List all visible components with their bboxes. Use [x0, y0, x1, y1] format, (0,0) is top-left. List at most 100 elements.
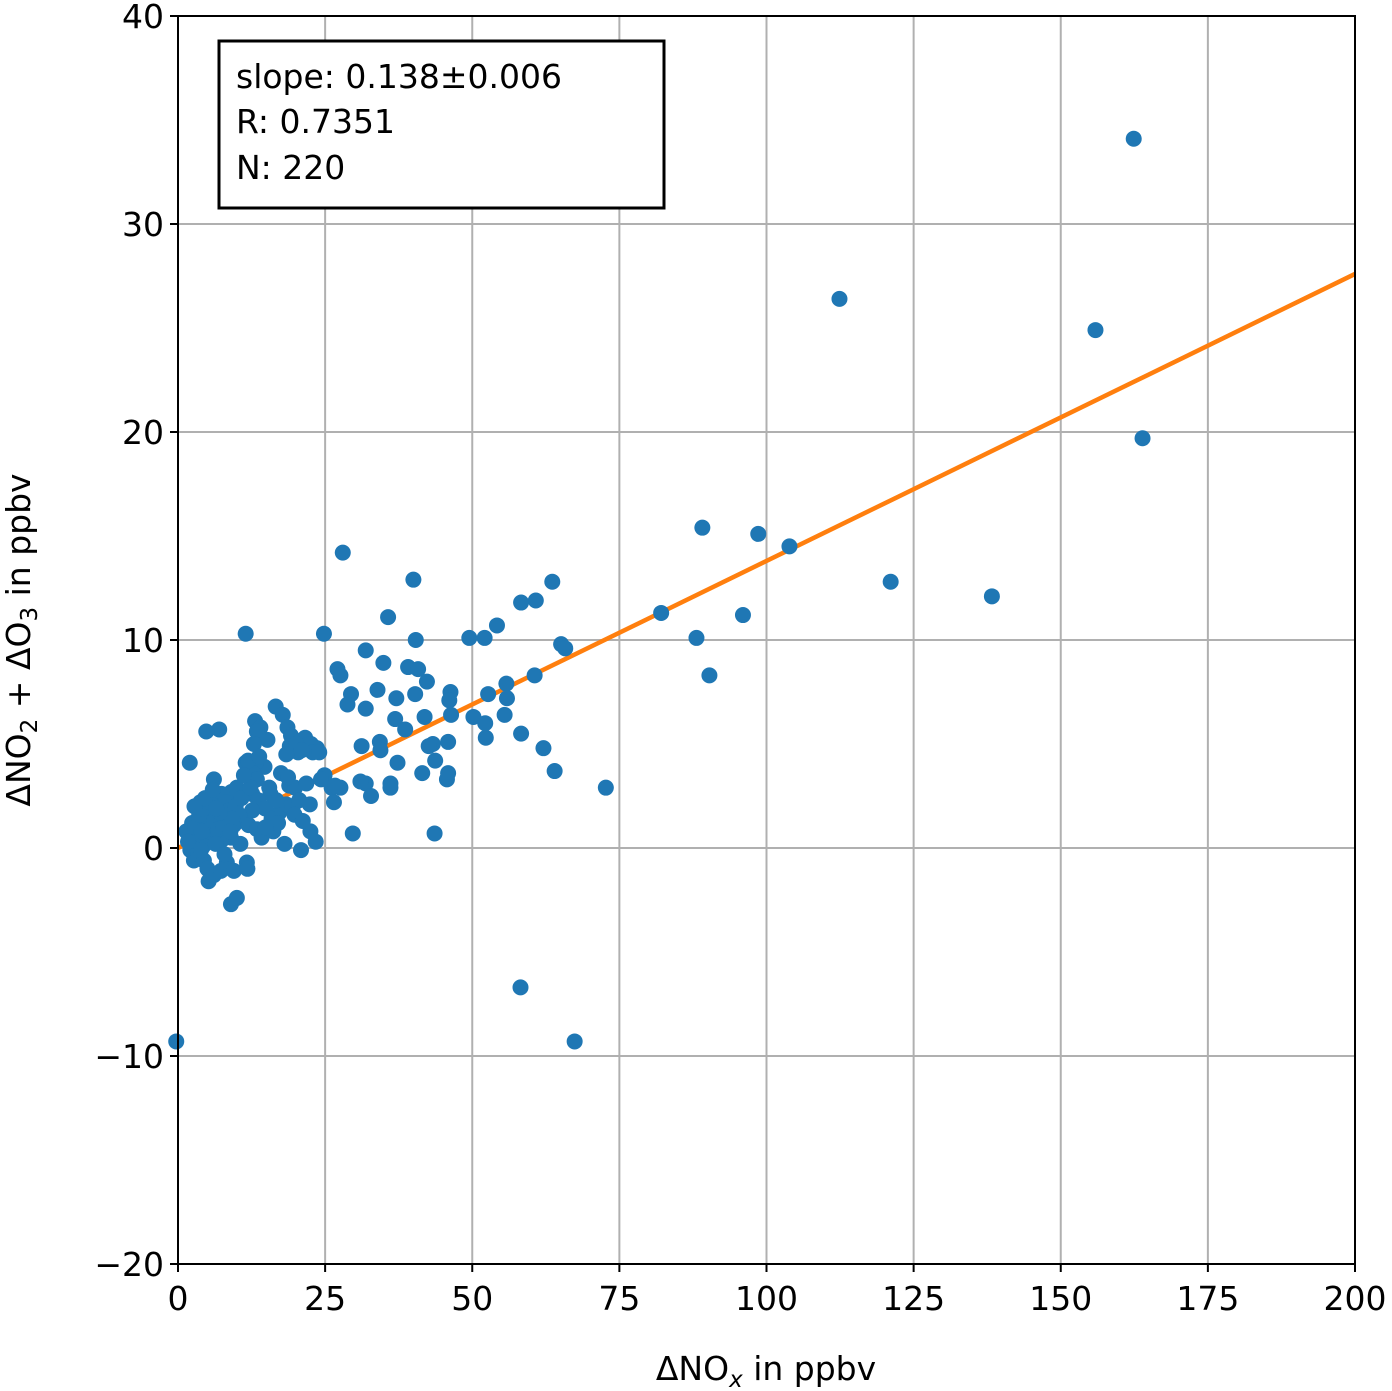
- data-point: [268, 792, 285, 809]
- data-point: [566, 1033, 583, 1050]
- data-point: [375, 654, 392, 671]
- y-axis-label-part2: + ΔO: [0, 622, 38, 719]
- data-point: [224, 810, 241, 827]
- x-axis-label-sub: x: [728, 1367, 743, 1391]
- data-point: [204, 781, 221, 798]
- data-point: [363, 788, 380, 804]
- x-tick-label: 25: [304, 1279, 346, 1318]
- data-point: [259, 731, 276, 748]
- data-point: [198, 723, 215, 740]
- y-tick-label: −20: [94, 1245, 164, 1284]
- y-axis-label-sub1: 2: [17, 719, 43, 734]
- data-point: [498, 675, 515, 692]
- data-point: [440, 765, 457, 782]
- data-point: [207, 835, 224, 852]
- data-point: [292, 842, 309, 859]
- data-point: [251, 748, 268, 765]
- x-tick-label: 100: [735, 1279, 798, 1318]
- data-point: [1125, 130, 1142, 147]
- data-point: [228, 889, 245, 906]
- data-point: [339, 696, 356, 713]
- data-point: [315, 625, 332, 642]
- data-point: [407, 686, 424, 703]
- data-point: [235, 767, 252, 784]
- data-point: [357, 700, 374, 717]
- data-point: [414, 765, 431, 782]
- data-point: [480, 686, 497, 703]
- data-point: [405, 571, 422, 588]
- annotation-box: [217, 39, 666, 210]
- x-tick-label: 200: [1324, 1279, 1387, 1318]
- data-point: [781, 538, 798, 555]
- data-point: [278, 746, 295, 763]
- data-point: [498, 690, 515, 707]
- data-point: [526, 667, 543, 684]
- data-point: [216, 846, 233, 863]
- data-point: [496, 706, 513, 723]
- data-point: [193, 823, 210, 840]
- x-tick-label: 50: [451, 1279, 493, 1318]
- data-point: [294, 812, 311, 829]
- data-point: [276, 835, 293, 852]
- data-point: [397, 721, 414, 738]
- data-point: [535, 740, 552, 757]
- x-tick-label: 150: [1029, 1279, 1092, 1318]
- x-tick-label: 0: [168, 1279, 189, 1318]
- x-axis-label-rest: in ppbv: [743, 1349, 876, 1388]
- data-point: [597, 779, 614, 796]
- data-point: [244, 802, 261, 819]
- data-point: [831, 290, 848, 307]
- y-tick-label: −10: [94, 1037, 164, 1076]
- data-point: [233, 790, 250, 807]
- data-point: [181, 754, 198, 771]
- data-point: [293, 742, 310, 759]
- data-point: [513, 725, 530, 742]
- data-point: [477, 715, 494, 732]
- data-point: [372, 742, 389, 759]
- data-point: [688, 629, 705, 646]
- data-point: [1134, 430, 1151, 447]
- data-point: [274, 706, 291, 723]
- y-tick-label: 40: [122, 0, 164, 36]
- data-point: [352, 773, 369, 790]
- data-point: [311, 744, 328, 761]
- data-point: [344, 825, 361, 842]
- y-axis-label-sub2: 3: [17, 607, 43, 622]
- data-point: [208, 800, 225, 817]
- data-point: [257, 819, 274, 836]
- data-point: [734, 607, 751, 624]
- data-point: [544, 573, 561, 590]
- data-point: [332, 667, 349, 684]
- data-point: [382, 779, 399, 796]
- data-point: [353, 738, 370, 755]
- x-axis-label-base: ΔNO: [656, 1349, 729, 1388]
- data-point: [527, 592, 544, 609]
- data-point: [369, 681, 386, 698]
- data-point: [180, 833, 197, 850]
- data-points: [168, 130, 1151, 1050]
- data-point: [313, 771, 330, 788]
- data-point: [440, 733, 457, 750]
- data-point: [380, 609, 397, 626]
- data-point: [557, 640, 574, 657]
- data-point: [298, 775, 315, 792]
- data-point: [334, 544, 351, 561]
- data-point: [242, 779, 259, 796]
- data-point: [653, 604, 670, 621]
- data-point: [307, 833, 324, 850]
- data-point: [461, 629, 478, 646]
- annotation-n: N: 220: [236, 148, 345, 187]
- data-point: [427, 752, 444, 769]
- stats-annotation: slope: 0.138±0.006 R: 0.7351 N: 220: [217, 39, 666, 210]
- x-axis-label: ΔNOx in ppbv: [656, 1349, 876, 1391]
- x-tick-label: 175: [1176, 1279, 1239, 1318]
- data-point: [239, 860, 256, 877]
- x-tick-label: 75: [598, 1279, 640, 1318]
- data-point: [477, 729, 494, 746]
- data-point: [443, 706, 460, 723]
- data-point: [476, 629, 493, 646]
- data-point: [237, 625, 254, 642]
- data-point: [225, 862, 242, 879]
- y-axis-label: ΔNO2 + ΔO3 in ppbv: [0, 473, 43, 806]
